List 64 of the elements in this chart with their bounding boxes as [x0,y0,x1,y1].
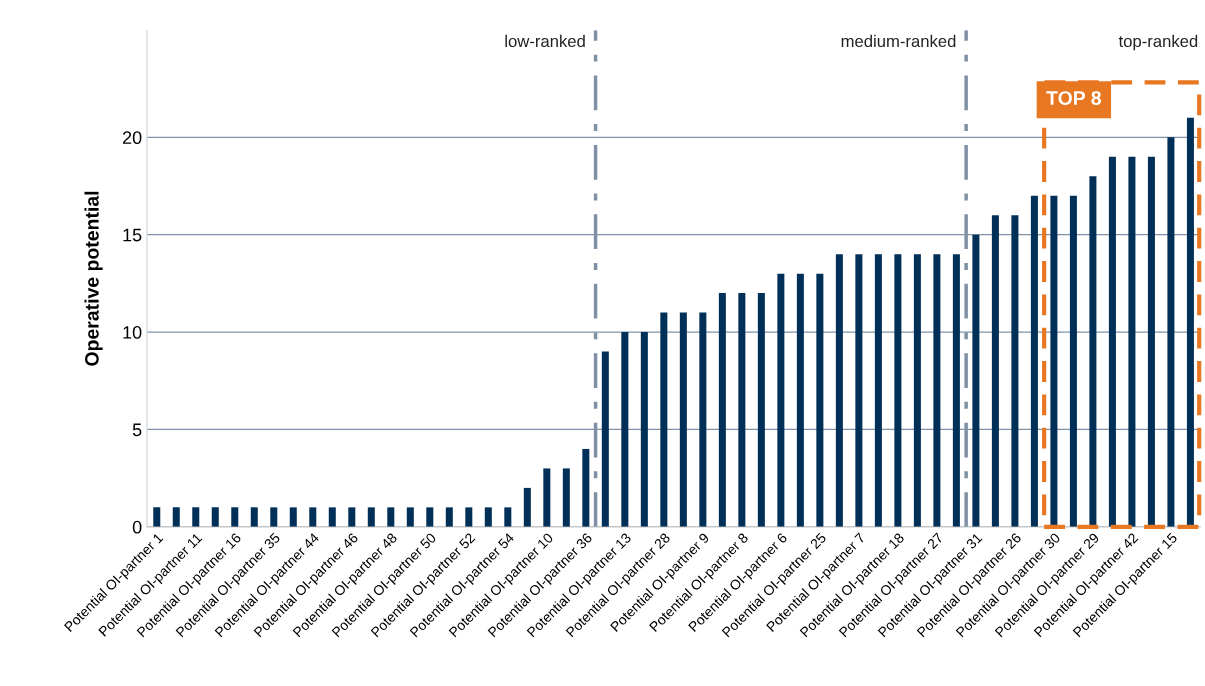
bar [250,507,258,527]
bar [231,507,239,527]
bar [172,507,180,527]
y-axis-title: Operative potential [84,191,103,366]
bar [738,293,746,527]
bar [699,312,707,527]
bar [972,234,980,527]
annotation: TOP 8 [1046,91,1102,105]
bar [562,468,570,527]
y-tick-label: 5 [132,423,142,437]
y-tick-label: 0 [132,520,142,534]
y-tick-label: 15 [123,228,142,242]
bar [523,487,531,527]
bar [796,273,804,527]
bar [601,351,609,527]
bar [504,507,512,527]
bar [406,507,414,527]
bar [192,507,200,527]
y-tick-label: 10 [123,326,142,339]
bar [952,254,960,527]
bar [426,507,434,527]
annotation: top-ranked [1118,34,1198,51]
bar [348,507,356,527]
bar [1186,117,1194,527]
annotation: low-ranked [505,34,585,48]
bar [855,254,863,527]
bar [1167,137,1175,527]
bar [153,507,161,527]
bar [621,332,629,527]
bar [816,273,824,527]
bar [894,254,902,527]
bar [640,332,648,527]
bar [1089,176,1097,527]
y-tick-label: 20 [122,131,142,145]
bar [777,273,785,527]
bar [543,468,551,527]
bar [289,507,297,527]
bar [1147,156,1155,527]
bar [679,312,687,527]
bar [1011,215,1019,527]
bar [367,507,375,527]
bar [757,293,765,527]
bar [445,507,453,527]
bar [387,507,395,527]
bar [718,293,726,527]
bar [309,507,317,527]
bar [1128,156,1136,527]
bar [835,254,843,527]
annotation: medium-ranked [841,34,956,48]
bar [660,312,668,527]
bar [270,507,278,527]
bar [484,507,492,527]
bar [913,254,921,527]
bar [582,448,590,527]
bar [933,254,941,527]
bar [211,507,219,527]
bar [1108,156,1116,527]
bar [1030,195,1038,527]
bar [874,254,882,527]
bar [991,215,999,527]
bar [1050,195,1058,527]
bar [465,507,473,527]
bar [1069,195,1077,527]
bar [328,507,336,527]
